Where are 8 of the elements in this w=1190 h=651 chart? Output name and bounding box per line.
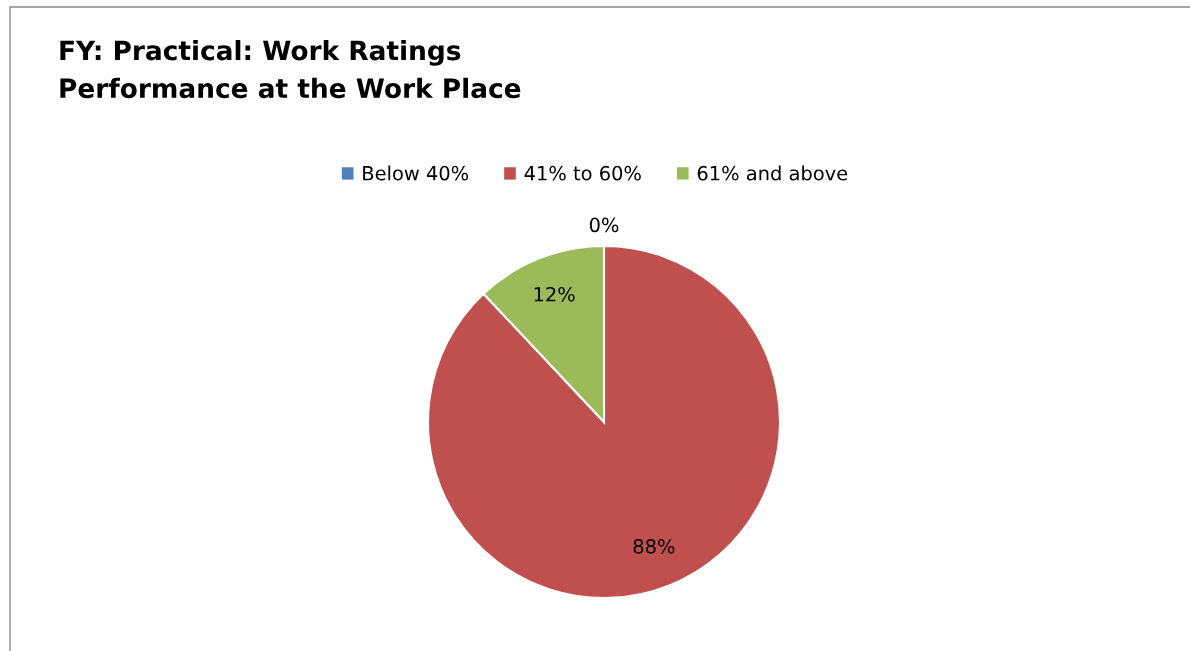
chart-title: FY: Practical: Work Ratings Performance at the Work Place [60, 40, 521, 99]
legend-label: Below 40% [363, 165, 469, 181]
legend-label: 41% to 60% [524, 165, 641, 181]
pie-slice [426, 244, 782, 600]
text: 0% [589, 217, 619, 233]
data-label: 12% [534, 286, 575, 302]
legend-label: 61% and above [697, 165, 848, 181]
data-label: 88% [633, 538, 675, 554]
